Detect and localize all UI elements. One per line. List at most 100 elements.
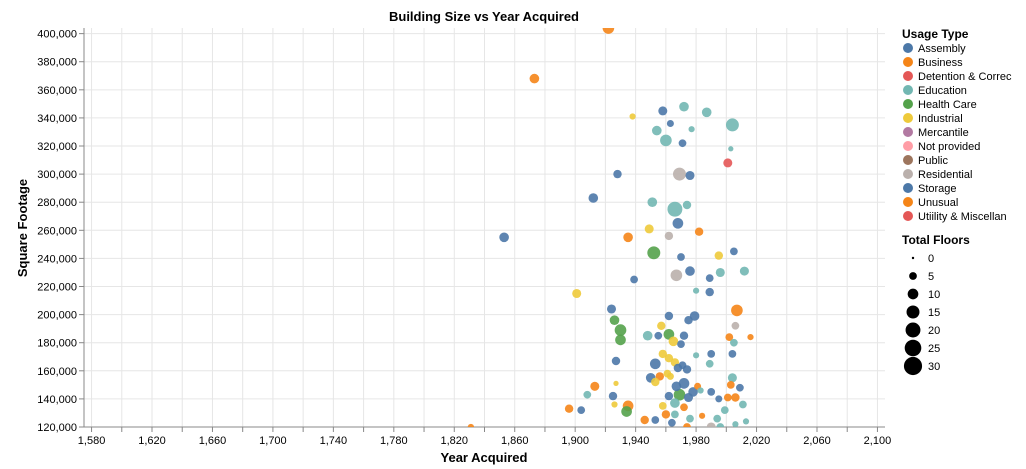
data-point (651, 125, 662, 136)
y-tick-label: 300,000 (37, 169, 77, 181)
y-tick-label: 160,000 (37, 366, 77, 378)
data-point (736, 383, 744, 392)
legend-swatch (903, 57, 913, 67)
data-point (707, 350, 716, 358)
data-point (725, 333, 734, 341)
chart-title: Building Size vs Year Acquired (389, 9, 579, 24)
data-point (529, 73, 540, 84)
data-point (583, 390, 592, 399)
size-legend-label: 25 (928, 343, 940, 355)
data-point (720, 406, 729, 414)
data-point (693, 287, 700, 294)
legend-swatch (903, 43, 913, 53)
data-point (647, 197, 658, 208)
data-point (590, 381, 600, 391)
x-tick-label: 1,820 (441, 435, 469, 447)
data-point (713, 414, 722, 423)
x-tick-label: 1,700 (259, 435, 287, 447)
legend-swatch (903, 211, 913, 221)
data-point (677, 253, 685, 261)
data-point (683, 392, 694, 403)
x-tick-label: 1,660 (199, 435, 227, 447)
data-point (731, 393, 740, 402)
legend-label: Residential (918, 169, 972, 181)
data-point (730, 338, 738, 347)
data-point (678, 361, 687, 370)
y-tick-label: 120,000 (37, 422, 77, 434)
data-point (723, 393, 732, 402)
data-point (649, 358, 661, 370)
data-point (666, 119, 674, 128)
data-point (621, 406, 632, 417)
grid-lines (84, 28, 885, 428)
data-point (732, 421, 739, 427)
data-point (673, 167, 686, 181)
data-point (705, 287, 714, 297)
data-point (664, 311, 674, 321)
data-point (602, 28, 615, 34)
data-point (707, 388, 716, 396)
color-legend: Usage Type Assembly Business Detention & C… (902, 27, 1012, 223)
x-tick-label: 2,020 (743, 435, 771, 447)
data-point (647, 246, 661, 260)
data-point (670, 398, 680, 408)
y-tick-label: 380,000 (37, 57, 77, 69)
legend-swatch (903, 169, 913, 179)
data-point (701, 107, 712, 118)
data-point (688, 126, 695, 133)
y-axis: 120,000 140,000 160,000 180,000 200,000 220,0… (37, 28, 85, 434)
data-point (630, 275, 638, 284)
data-point (623, 232, 633, 243)
data-point (651, 377, 660, 387)
data-point (613, 380, 619, 387)
legend-label: Storage (918, 183, 957, 195)
data-point (499, 232, 509, 243)
size-legend-symbol (903, 356, 923, 376)
color-legend-title: Usage Type (902, 27, 969, 41)
legend-swatch (903, 113, 913, 123)
size-legend-label: 30 (928, 361, 940, 373)
legend-swatch (903, 141, 913, 151)
data-point (716, 423, 725, 427)
legend-label: Not provided (918, 141, 980, 153)
data-point (682, 200, 692, 210)
data-point (572, 288, 582, 299)
data-point (642, 330, 653, 341)
data-point (606, 304, 617, 314)
data-point (715, 395, 723, 403)
legend-swatch (903, 155, 913, 165)
legend-label: Public (918, 155, 948, 167)
data-point (668, 336, 679, 347)
legend-label: Health Care (918, 99, 977, 111)
size-legend-label: 10 (928, 289, 940, 301)
data-point (661, 410, 671, 419)
y-tick-label: 280,000 (37, 197, 77, 209)
data-point (680, 403, 688, 412)
data-point (685, 170, 695, 181)
legend-label: Mercantile (918, 127, 969, 139)
data-point (670, 269, 683, 282)
legend-label: Business (918, 57, 963, 69)
size-legend-symbol (909, 272, 917, 280)
y-tick-label: 220,000 (37, 282, 77, 294)
data-point (694, 227, 704, 236)
data-point (685, 266, 695, 276)
data-point (664, 353, 674, 363)
data-point (668, 418, 676, 427)
y-tick-label: 340,000 (37, 113, 77, 125)
data-point (672, 217, 684, 229)
x-tick-label: 1,620 (138, 435, 166, 447)
size-legend-label: 5 (928, 271, 934, 283)
y-tick-label: 180,000 (37, 338, 77, 350)
size-legend-label: 15 (928, 307, 940, 319)
y-tick-label: 360,000 (37, 85, 77, 97)
data-point (678, 139, 687, 148)
data-point (671, 410, 679, 419)
data-point (705, 274, 714, 282)
data-point (644, 224, 654, 234)
legend-label: Utiility & Miscellan (918, 211, 1007, 223)
data-point (739, 400, 747, 409)
size-legend-label: 20 (928, 325, 940, 337)
